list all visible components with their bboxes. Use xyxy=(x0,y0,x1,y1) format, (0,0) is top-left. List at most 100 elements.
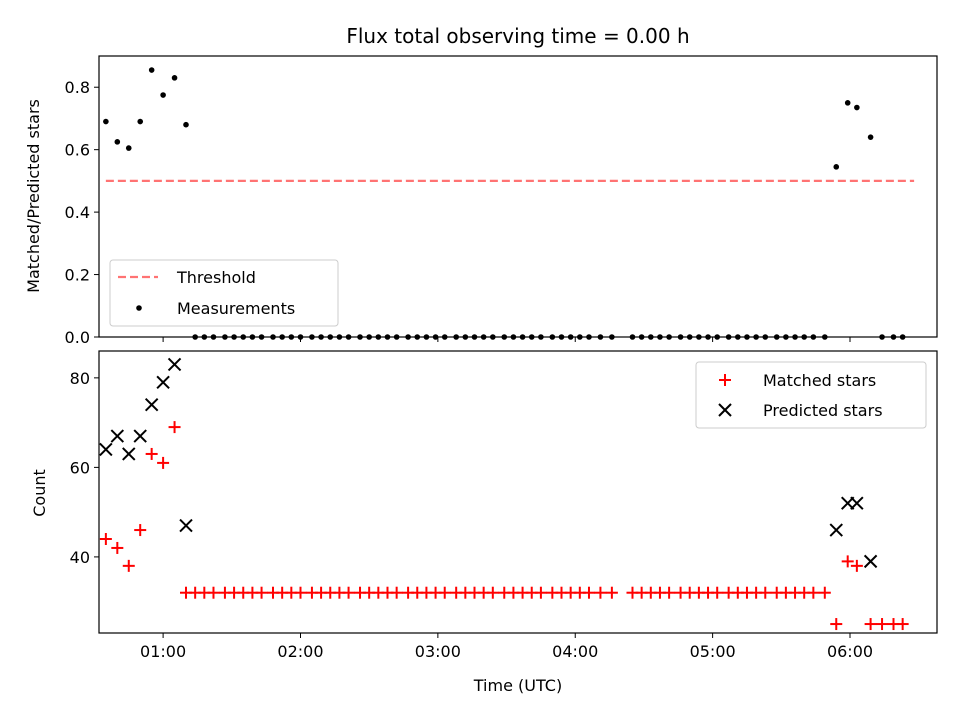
top-plot-frame xyxy=(98,55,938,338)
legend-predicted-swatch xyxy=(718,403,732,417)
measurement-point xyxy=(240,334,247,340)
matched-star-point xyxy=(486,586,499,599)
bottom-x-tick-label: 02:00 xyxy=(277,642,323,661)
predicted-star-point xyxy=(99,442,113,457)
measurement-point xyxy=(696,334,702,340)
matched-star-point xyxy=(294,586,307,599)
bottom-plot-frame xyxy=(98,350,938,634)
matched-star-point xyxy=(818,586,831,599)
measurement-point xyxy=(148,67,155,73)
matched-star-point xyxy=(594,586,607,599)
matched-star-point xyxy=(876,618,889,631)
chart-title: Flux total observing time = 0.00 h xyxy=(346,24,689,48)
measurement-point xyxy=(549,334,556,340)
measurement-point xyxy=(288,334,295,340)
measurement-point xyxy=(638,334,645,340)
matched-star-point xyxy=(145,447,158,460)
bottom-x-tick-label: 01:00 xyxy=(140,642,186,661)
matched-star-point xyxy=(157,456,170,469)
top-y-axis-label: Matched/Predicted stars xyxy=(24,99,43,293)
measurement-point xyxy=(519,334,526,340)
measurement-point xyxy=(725,334,732,340)
measurement-point xyxy=(375,334,382,340)
measurement-point xyxy=(810,334,817,340)
measurement-point xyxy=(890,334,897,340)
measurement-point xyxy=(327,334,334,340)
measurement-point xyxy=(844,100,851,106)
bottom-y-tick-label: 40 xyxy=(70,548,90,567)
measurement-point xyxy=(171,75,178,81)
measurement-point xyxy=(336,334,343,340)
predicted-star-point xyxy=(156,375,170,390)
matched-star-point xyxy=(134,524,147,537)
measurement-point xyxy=(318,334,324,340)
top-legend: Threshold Measurements xyxy=(109,259,339,327)
measurement-point xyxy=(114,139,121,145)
matched-star-point xyxy=(342,586,355,599)
measurement-point xyxy=(414,334,421,340)
bottom-panel: 40 60 80 01:00 02:00 03:00 04:00 05:00 06:00 Cou… xyxy=(30,350,938,695)
predicted-star-point xyxy=(863,554,878,569)
matched-star-point xyxy=(663,586,676,599)
measurement-point xyxy=(201,334,208,340)
matched-star-point xyxy=(168,421,181,434)
bottom-x-tick-label: 04:00 xyxy=(552,642,598,661)
top-panel: 0.00.20.40.60.8 Matched/Predicted stars … xyxy=(24,55,938,347)
measurement-point xyxy=(666,334,672,340)
measurement-point xyxy=(125,145,132,151)
measurement-point xyxy=(210,334,217,340)
measurement-point xyxy=(137,118,144,125)
measurement-point xyxy=(577,334,583,340)
bottom-x-tick-label: 03:00 xyxy=(415,642,461,661)
measurement-point xyxy=(471,334,478,340)
measurement-point xyxy=(879,334,885,340)
top-y-tick-label: 0.6 xyxy=(65,141,90,160)
measurement-point xyxy=(762,334,769,340)
matched-star-point xyxy=(582,586,595,599)
top-y-tick-label: 0.2 xyxy=(65,266,90,285)
measurement-point xyxy=(647,334,654,340)
measurement-point xyxy=(441,334,448,340)
measurement-point xyxy=(657,334,663,340)
measurement-point xyxy=(714,334,720,340)
measurement-point xyxy=(249,334,256,340)
matched-star-point xyxy=(830,618,843,631)
measurement-point xyxy=(867,134,874,140)
measurement-point xyxy=(192,334,198,340)
measurement-point xyxy=(222,334,228,340)
predicted-star-point xyxy=(167,357,182,372)
measurement-point xyxy=(160,92,166,98)
matched-star-point xyxy=(99,533,112,545)
legend-measurements-label: Measurements xyxy=(177,299,295,318)
bottom-y-tick-label: 60 xyxy=(70,458,90,477)
measurement-point xyxy=(705,334,711,340)
measurement-point xyxy=(423,334,430,340)
predicted-star-point xyxy=(110,429,125,443)
bottom-y-axis-label: Count xyxy=(30,469,49,517)
matched-star-point xyxy=(711,586,724,599)
measurement-point xyxy=(677,334,684,340)
matched-star-point xyxy=(807,586,820,599)
measurement-point xyxy=(597,334,604,340)
matched-star-point xyxy=(841,555,854,568)
matched-star-point xyxy=(605,586,618,599)
measurement-point xyxy=(405,334,411,340)
measurement-point xyxy=(899,334,906,340)
legend-threshold-label: Threshold xyxy=(176,268,256,287)
measurement-point xyxy=(538,334,544,340)
measurement-point xyxy=(801,334,808,340)
predicted-star-point xyxy=(850,496,864,510)
top-legend-box xyxy=(109,259,339,327)
measurement-point xyxy=(609,334,615,340)
measurement-point xyxy=(309,334,315,340)
measurement-point xyxy=(528,334,535,340)
measurement-point xyxy=(833,164,840,170)
measurement-point xyxy=(366,334,372,340)
matched-star-point xyxy=(390,586,403,599)
measurement-point xyxy=(183,121,189,128)
matched-star-point xyxy=(207,586,220,599)
predicted-star-point xyxy=(133,429,147,443)
bottom-legend: Matched stars Predicted stars xyxy=(695,361,927,429)
matched-star-point xyxy=(111,541,124,554)
